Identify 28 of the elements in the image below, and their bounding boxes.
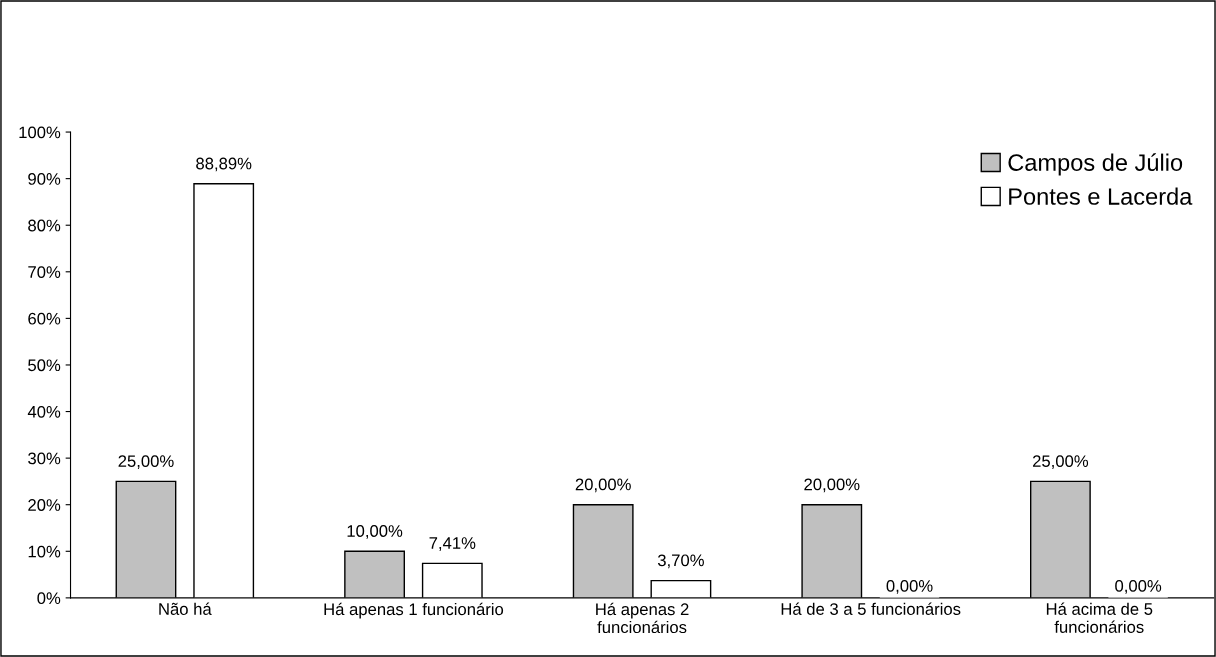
legend-label: Pontes e Lacerda (1009, 187, 1193, 205)
y-tick-label: 70% (28, 266, 61, 278)
y-tick-label: 10% (28, 545, 61, 558)
data-label: 10,00% (347, 525, 403, 539)
y-tick-label: 60% (28, 312, 61, 325)
data-label: 25,00% (118, 455, 174, 469)
data-label: 20,00% (804, 478, 860, 493)
y-tick-label: 50% (28, 359, 61, 372)
y-tick-label: 0% (37, 592, 61, 605)
y-tick-label: 20% (28, 499, 61, 511)
data-label: 88,89% (196, 157, 252, 172)
y-tick-label: 100% (19, 126, 61, 139)
y-tick-label: 40% (27, 405, 61, 418)
y-tick-label: 90% (28, 173, 61, 185)
data-label: 0,00% (886, 580, 933, 594)
y-tick-label: 80% (28, 219, 61, 232)
x-tick-label: Há apenas 1 funcionário (324, 602, 504, 619)
data-label: 25,00% (1032, 455, 1089, 469)
data-label: 20,00% (575, 478, 631, 493)
x-tick-label: Há de 3 a 5 funcionários (781, 602, 961, 615)
x-tick-label: Há acima de 5 funcionários (1046, 602, 1153, 633)
data-label: 0,00% (1115, 580, 1162, 594)
data-label: 3,70% (657, 554, 704, 569)
legend-label: Campos de Júlio (1008, 153, 1183, 176)
data-label: 7,41% (429, 537, 476, 551)
y-tick-label: 30% (28, 452, 61, 465)
x-tick-label: Há apenas 2 funcionários (596, 602, 689, 634)
x-tick-label: Não há (159, 602, 212, 615)
